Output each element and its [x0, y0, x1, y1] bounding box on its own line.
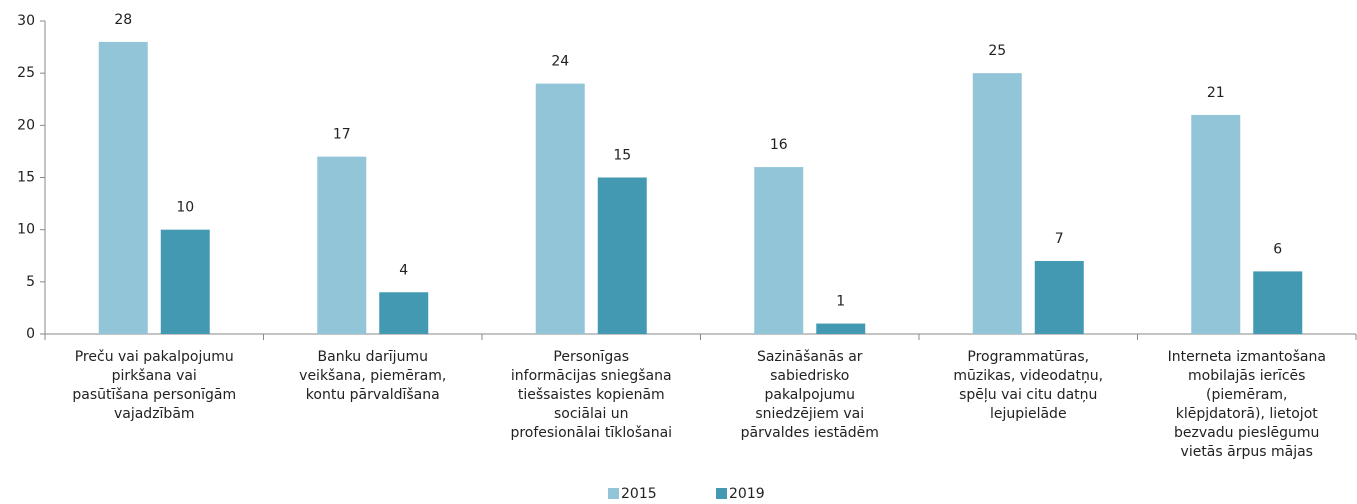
bar [754, 167, 804, 334]
x-tick-label: sabiedrisko [770, 368, 849, 384]
legend-swatch [608, 488, 619, 499]
value-label: 1 [836, 294, 845, 310]
bar [1253, 271, 1303, 334]
y-tick-label: 5 [26, 274, 35, 290]
legend-label: 2015 [621, 486, 657, 502]
x-tick-label: profesionālai tīklošanai [510, 425, 672, 441]
x-tick-label: pirkšana vai [112, 368, 197, 384]
legend-label: 2019 [729, 486, 765, 502]
x-tick-label: (piemēram, [1206, 387, 1288, 403]
y-tick-label: 15 [17, 170, 35, 186]
bar [535, 83, 585, 334]
x-tick-label: pārvaldes iestādēm [741, 425, 879, 441]
value-label: 16 [770, 137, 788, 153]
x-tick-label: Interneta izmantošana [1168, 349, 1326, 365]
x-tick-label: bezvadu pieslēgumu [1174, 425, 1319, 441]
x-tick-label: mobilajās ierīcēs [1188, 368, 1305, 384]
x-tick-label: klēpjdatorā), lietojot [1176, 406, 1319, 422]
value-label: 15 [613, 148, 631, 164]
x-tick-label: spēļu vai citu datņu [959, 387, 1097, 403]
x-tick-label: pakalpojumu [764, 387, 855, 403]
bar [379, 292, 429, 334]
bar [597, 177, 647, 334]
y-tick-label: 25 [17, 65, 35, 81]
value-label: 17 [333, 127, 351, 143]
x-tick-label: sociālai un [554, 406, 629, 422]
value-label: 21 [1207, 85, 1225, 101]
bar [816, 323, 866, 334]
bar [1191, 114, 1241, 335]
x-tick-label: mūzikas, videodatņu, [953, 368, 1103, 384]
x-tick-label: tiešsaistes kopienām [518, 387, 665, 403]
x-tick-label: Personīgas [553, 349, 629, 365]
x-tick-label: vietās ārpus mājas [1181, 444, 1313, 460]
value-label: 7 [1055, 231, 1064, 247]
x-tick-label: informācijas sniegšana [511, 368, 672, 384]
x-tick-label: vajadzībām [114, 406, 195, 422]
value-label: 24 [551, 54, 569, 70]
y-tick-label: 10 [17, 222, 35, 238]
y-tick-label: 30 [17, 13, 35, 29]
legend-swatch [716, 488, 727, 499]
x-tick-label: Banku darījumu [318, 349, 428, 365]
x-tick-label: Programmatūras, [967, 349, 1089, 365]
bar [317, 156, 367, 334]
y-tick-label: 20 [17, 117, 35, 133]
x-tick-label: pasūtīšana personīgām [72, 387, 236, 403]
bar [1034, 260, 1084, 334]
x-tick-label: kontu pārvaldīšana [306, 387, 440, 403]
bar [98, 41, 148, 334]
x-tick-label: sniedzējiem vai [755, 406, 864, 422]
x-tick-label: Sazināšanās ar [757, 349, 863, 365]
value-label: 28 [114, 12, 132, 28]
bar [972, 73, 1022, 335]
x-tick-label: Preču vai pakalpojumu [75, 349, 234, 365]
bar [160, 229, 210, 334]
value-label: 4 [399, 262, 408, 278]
x-tick-label: veikšana, piemēram, [299, 368, 446, 384]
value-label: 25 [988, 43, 1006, 59]
value-label: 6 [1273, 241, 1282, 257]
value-label: 10 [176, 200, 194, 216]
x-tick-label: lejupielāde [990, 406, 1067, 422]
y-tick-label: 0 [26, 326, 35, 342]
